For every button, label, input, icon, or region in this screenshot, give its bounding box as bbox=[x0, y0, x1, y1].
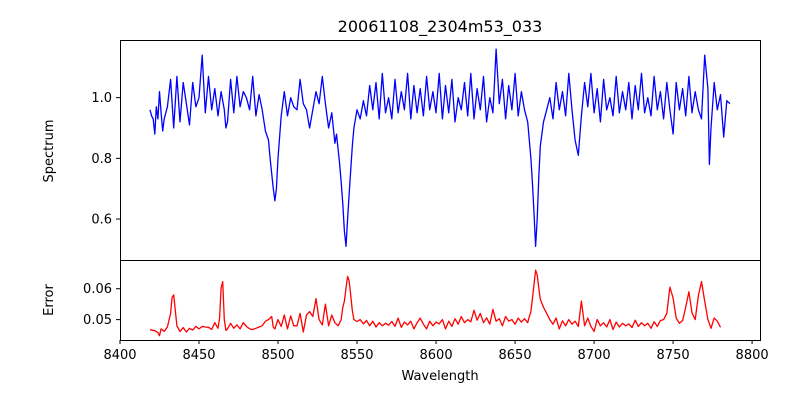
spectrum-y-tick-label: 1.0 bbox=[91, 91, 112, 106]
x-axis-label: Wavelength bbox=[401, 369, 478, 384]
error-axes-frame bbox=[120, 260, 761, 341]
spectrum-axes-frame bbox=[120, 40, 761, 261]
spectrum-line bbox=[149, 48, 731, 247]
x-tick-label: 8500 bbox=[261, 348, 294, 363]
spectrum-y-label: Spectrum bbox=[42, 120, 57, 183]
x-tick-label: 8650 bbox=[499, 348, 532, 363]
x-tick-label: 8400 bbox=[103, 348, 136, 363]
x-tick-label: 8450 bbox=[182, 348, 215, 363]
chart-title: 20061108_2304m53_033 bbox=[338, 17, 543, 37]
spectrum-y-tick-label: 0.6 bbox=[91, 213, 112, 228]
error-y-label: Error bbox=[42, 284, 57, 316]
error-y-ticks: 0.05 0.06 bbox=[83, 282, 120, 328]
error-line bbox=[149, 269, 722, 337]
spectrum-panel: 0.6 0.8 1.0 Spectrum bbox=[42, 40, 761, 261]
x-tick-label: 8600 bbox=[420, 348, 453, 363]
error-y-tick-label: 0.05 bbox=[83, 313, 112, 328]
x-tick-label: 8750 bbox=[657, 348, 690, 363]
error-panel: 0.05 0.06 Error bbox=[42, 260, 761, 341]
spectrum-y-ticks: 0.6 0.8 1.0 bbox=[91, 91, 120, 228]
x-axis-ticks: 8400 8450 8500 8550 8600 8650 8700 8750 8800 bbox=[103, 340, 769, 363]
error-y-tick-label: 0.06 bbox=[83, 282, 112, 297]
x-tick-label: 8700 bbox=[578, 348, 611, 363]
x-tick-label: 8800 bbox=[736, 348, 769, 363]
x-tick-label: 8550 bbox=[340, 348, 373, 363]
spectrum-y-tick-label: 0.8 bbox=[91, 152, 112, 167]
